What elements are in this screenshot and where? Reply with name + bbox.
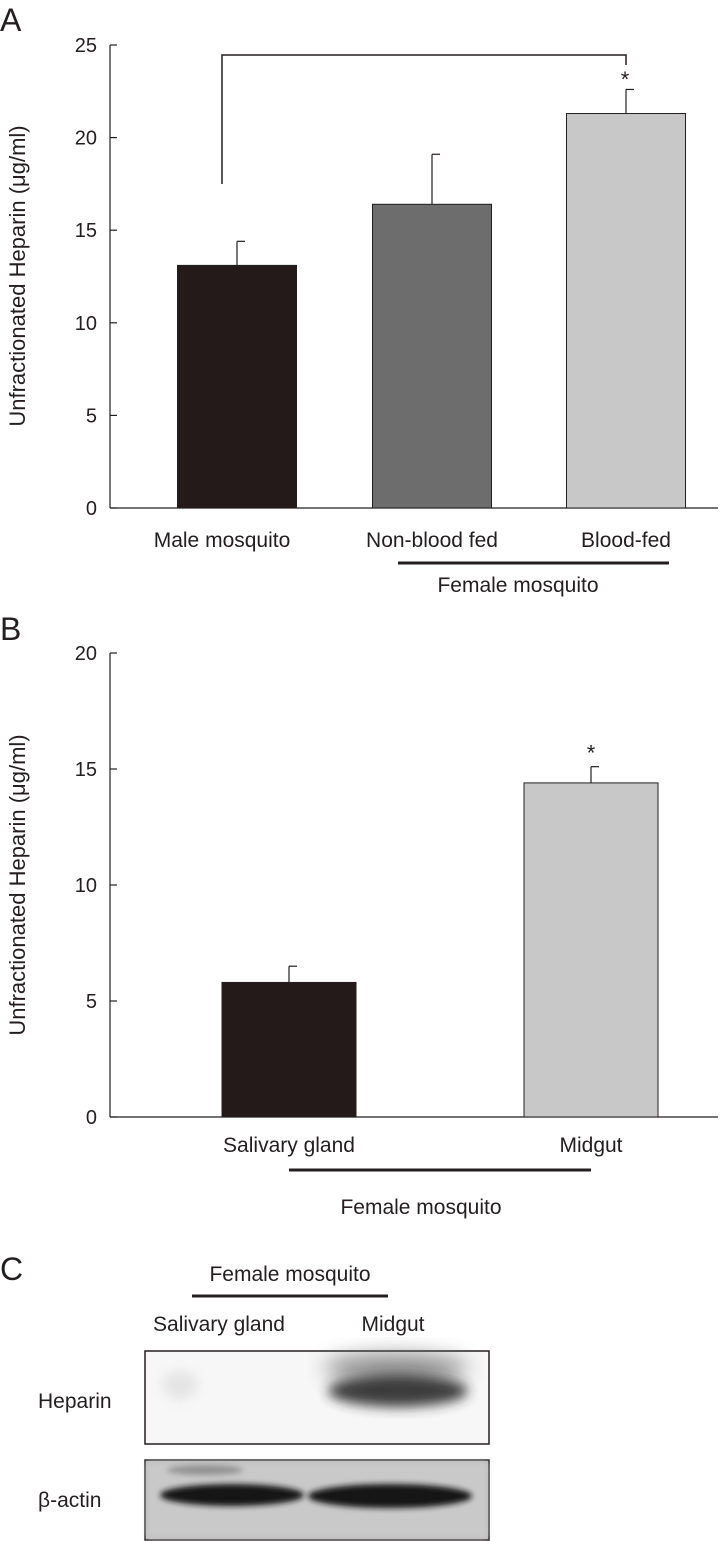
x-category-label: Blood-fed: [581, 529, 671, 552]
panel-b-significance: *: [587, 741, 596, 766]
x-category-label: Midgut: [559, 1134, 622, 1157]
bar: [372, 203, 492, 509]
panel-a-ylabel: Unfractionated Heparin (μg/ml): [5, 125, 30, 426]
significance-bracket: [221, 54, 627, 184]
panel-b-letter: B: [0, 611, 21, 647]
x-category-label: Male mosquito: [154, 529, 291, 552]
y-tick-label: 20: [75, 128, 97, 150]
blot-row-label-actin: β-actin: [38, 1489, 101, 1512]
y-tick-label: 0: [86, 1107, 97, 1129]
blot-group-label: Female mosquito: [209, 1263, 370, 1286]
actin-band-salivary: [160, 1484, 304, 1506]
y-tick-label: 5: [86, 405, 97, 427]
y-tick-label: 5: [86, 991, 97, 1013]
panel-b-ylabel: Unfractionated Heparin (μg/ml): [5, 734, 30, 1035]
panel-a-letter: A: [0, 2, 22, 38]
blot-lane-label-salivary: Salivary gland: [153, 1313, 285, 1336]
panel-b-y-ticks: 0 5 10 15 20: [75, 643, 117, 1129]
panel-b-group-label: Female mosquito: [340, 1196, 501, 1219]
panel-a-y-ticks: 0 5 10 15 20 25: [75, 35, 117, 520]
blot-lane-label-midgut: Midgut: [361, 1313, 424, 1336]
panel-b-x-labels: Salivary gland Midgut: [223, 1134, 623, 1157]
y-tick-label: 10: [75, 875, 97, 897]
actin-blot: [144, 1459, 490, 1541]
y-tick-label: 20: [75, 643, 97, 665]
x-category-label: Non-blood fed: [366, 529, 498, 552]
panel-a: A Unfractionated Heparin (μg/ml) 0 5 10 15 2…: [0, 2, 718, 597]
heparin-blot: [144, 1350, 490, 1445]
bar: [566, 113, 686, 509]
y-tick-label: 0: [86, 498, 97, 520]
y-tick-label: 15: [75, 759, 97, 781]
x-category-label: Salivary gland: [223, 1134, 355, 1157]
significance-star: *: [587, 741, 596, 766]
heparin-band-salivary: [162, 1371, 198, 1399]
bar: [523, 782, 659, 1118]
y-tick-label: 15: [75, 220, 97, 242]
bar: [177, 264, 297, 509]
panel-a-x-labels: Male mosquito Non-blood fed Blood-fed: [154, 529, 671, 552]
panel-b-bars: [221, 766, 659, 1118]
significance-star: *: [621, 67, 630, 92]
actin-band-midgut: [308, 1484, 472, 1508]
panel-a-group-label: Female mosquito: [437, 574, 598, 597]
panel-c: C Female mosquito Salivary gland Midgut …: [0, 1251, 490, 1541]
bar: [221, 981, 357, 1118]
heparin-band-midgut: [328, 1375, 468, 1407]
blot-row-label-heparin: Heparin: [38, 1390, 112, 1413]
heparin-band-midgut-upper: [324, 1354, 468, 1382]
panel-a-bars: [177, 88, 686, 509]
panel-c-letter: C: [0, 1251, 23, 1287]
actin-band-salivary-upper: [167, 1465, 243, 1475]
y-tick-label: 10: [75, 313, 97, 335]
y-tick-label: 25: [75, 35, 97, 57]
panel-a-significance: *: [221, 54, 630, 184]
panel-b: B Unfractionated Heparin (μg/ml) 0 5 10 15 2…: [0, 611, 718, 1219]
